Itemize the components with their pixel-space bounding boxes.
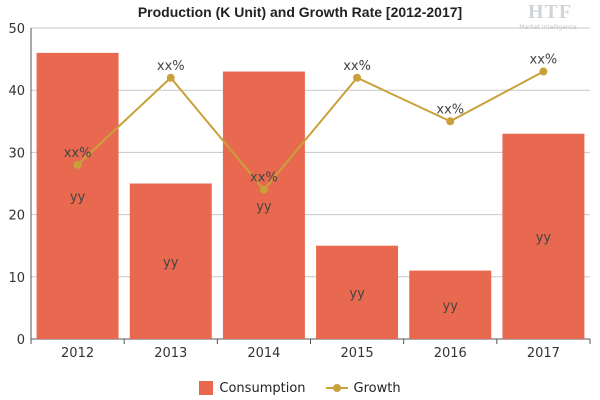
- legend: Consumption Growth: [0, 378, 600, 398]
- x-tick-label-2012: 2012: [61, 346, 94, 361]
- growth-line: [76, 70, 544, 192]
- logo-text: HTF: [528, 1, 573, 23]
- x-tick-label-2014: 2014: [247, 346, 280, 361]
- bar-label-2013: yy: [163, 255, 179, 270]
- growth-point-2014[interactable]: [259, 185, 268, 194]
- growth-point-2015[interactable]: [353, 73, 362, 82]
- legend-swatch-growth: [325, 381, 348, 395]
- bar-2013[interactable]: [129, 183, 212, 340]
- bar-label-2016: yy: [443, 299, 459, 314]
- bar-2017[interactable]: [502, 133, 585, 339]
- growth-label-2017: xx%: [530, 53, 558, 68]
- bar-label-2012: yy: [70, 190, 86, 205]
- bar-2014[interactable]: [222, 71, 305, 339]
- legend-item-growth[interactable]: Growth: [325, 380, 401, 396]
- bar-2015[interactable]: [316, 245, 399, 339]
- growth-point-2016[interactable]: [446, 117, 455, 126]
- growth-label-2016: xx%: [436, 102, 464, 117]
- x-tick-label-2016: 2016: [434, 346, 467, 361]
- growth-point-2013[interactable]: [166, 73, 175, 82]
- legend-label-growth: Growth: [353, 380, 401, 396]
- x-tick-label-2017: 2017: [527, 346, 560, 361]
- chart-title: Production (K Unit) and Growth Rate [201…: [137, 4, 463, 20]
- y-tick-label-5: 50: [8, 22, 25, 37]
- y-tick-label-0: 0: [17, 333, 25, 348]
- x-tick-label-2015: 2015: [341, 346, 374, 361]
- growth-point-2012[interactable]: [73, 160, 82, 169]
- bar-label-2015: yy: [349, 286, 365, 301]
- legend-item-consumption[interactable]: Consumption: [199, 380, 306, 396]
- legend-swatch-consumption: [199, 381, 214, 395]
- bar-2012[interactable]: [36, 52, 119, 339]
- y-tick-label-3: 30: [8, 146, 25, 161]
- growth-point-2017[interactable]: [539, 67, 548, 76]
- growth-label-2012: xx%: [64, 146, 92, 161]
- bar-2016[interactable]: [409, 270, 492, 339]
- x-tick-label-2013: 2013: [154, 346, 187, 361]
- y-tick-label-1: 10: [8, 271, 25, 286]
- y-tick-label-2: 20: [8, 209, 25, 224]
- bar-label-2014: yy: [256, 199, 272, 214]
- legend-label-consumption: Consumption: [219, 380, 306, 396]
- y-tick-label-4: 40: [8, 84, 25, 99]
- growth-label-2014: xx%: [250, 171, 278, 186]
- legend-swatch-growth-dot: [332, 384, 341, 392]
- bar-label-2017: yy: [536, 230, 552, 245]
- growth-label-2013: xx%: [157, 59, 185, 74]
- growth-label-2015: xx%: [343, 59, 371, 74]
